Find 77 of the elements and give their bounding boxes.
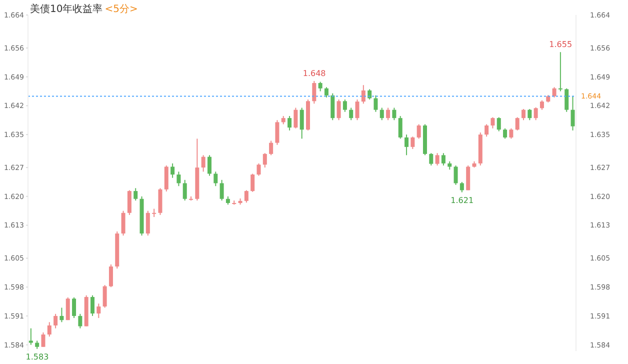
- candlestick: [201, 154, 206, 172]
- candlestick: [170, 162, 175, 178]
- candlestick: [404, 134, 409, 156]
- candlestick: [78, 313, 82, 329]
- candlestick: [121, 210, 126, 236]
- candlestick: [528, 108, 532, 121]
- annotation: 1.648: [302, 68, 326, 78]
- candlestick: [429, 152, 434, 166]
- candlestick: [515, 116, 520, 131]
- candlestick: [318, 81, 322, 92]
- candlestick: [398, 116, 402, 140]
- candlestick: [380, 107, 384, 121]
- chart-title: 美债10年收益率: [30, 4, 103, 15]
- candlestick: [66, 296, 70, 321]
- candlestick: [330, 92, 335, 121]
- candlestick: [324, 86, 328, 98]
- candlestick: [54, 313, 58, 329]
- candlestick: [275, 120, 280, 146]
- candlestick: [250, 173, 255, 192]
- candlestick: [244, 190, 248, 204]
- candlestick: [509, 128, 514, 140]
- candlestick: [108, 264, 113, 288]
- candlestick: [490, 116, 495, 129]
- candlestick: [410, 136, 415, 150]
- candlestick: [454, 164, 458, 186]
- candlestick: [146, 210, 150, 236]
- candlestick: [288, 116, 292, 131]
- candlestick: [558, 52, 562, 92]
- candlestick: [300, 107, 304, 140]
- candlestick: [386, 107, 390, 121]
- candlestick: [534, 106, 538, 121]
- candlestick: [435, 152, 440, 166]
- candlestick: [355, 99, 360, 121]
- candlestick: [349, 107, 354, 121]
- candlestick: [90, 294, 94, 316]
- candlestick: [214, 171, 218, 187]
- candlestick: [522, 108, 526, 121]
- candlestick: [484, 124, 489, 138]
- candlestick: [269, 140, 274, 156]
- candlestick: [496, 116, 501, 132]
- candlestick: [207, 154, 212, 176]
- candlestick: [374, 94, 378, 112]
- candlestick: [256, 162, 261, 176]
- candlestick: [262, 152, 267, 168]
- candlestick: [96, 303, 101, 319]
- candlestick: [158, 188, 162, 216]
- candlestick: [60, 307, 64, 323]
- candlestick: [182, 179, 187, 202]
- chart-subtitle: <5分>: [104, 4, 138, 15]
- candlestick: [552, 86, 556, 98]
- candlestick: [336, 99, 341, 121]
- candlestick: [540, 100, 544, 110]
- candlestick: [570, 96, 575, 131]
- candlestick: [368, 88, 372, 100]
- candlestick: [460, 181, 464, 193]
- candlestick: [361, 84, 366, 104]
- candlestick: [176, 171, 181, 187]
- candlestick: [294, 107, 298, 129]
- candlestick: [220, 179, 224, 202]
- candlestick: [41, 332, 46, 348]
- candlestick: [503, 128, 508, 140]
- candlestick: [127, 190, 132, 216]
- candlestick: [392, 107, 396, 121]
- candlestick: [564, 88, 569, 112]
- candlestick: [342, 99, 347, 112]
- candlestick: [441, 152, 446, 166]
- candlestick: [72, 296, 76, 319]
- candlestick: [416, 124, 421, 140]
- candlestick: [164, 164, 168, 192]
- annotation: 1.655: [549, 40, 572, 50]
- candlestick: [47, 322, 52, 338]
- candlestick: [312, 80, 316, 104]
- annotation: 1.583: [26, 352, 49, 362]
- candlestick: [466, 164, 470, 191]
- annotation: 1.621: [450, 196, 474, 205]
- candlestick: [134, 188, 138, 202]
- candlestick: [102, 284, 107, 308]
